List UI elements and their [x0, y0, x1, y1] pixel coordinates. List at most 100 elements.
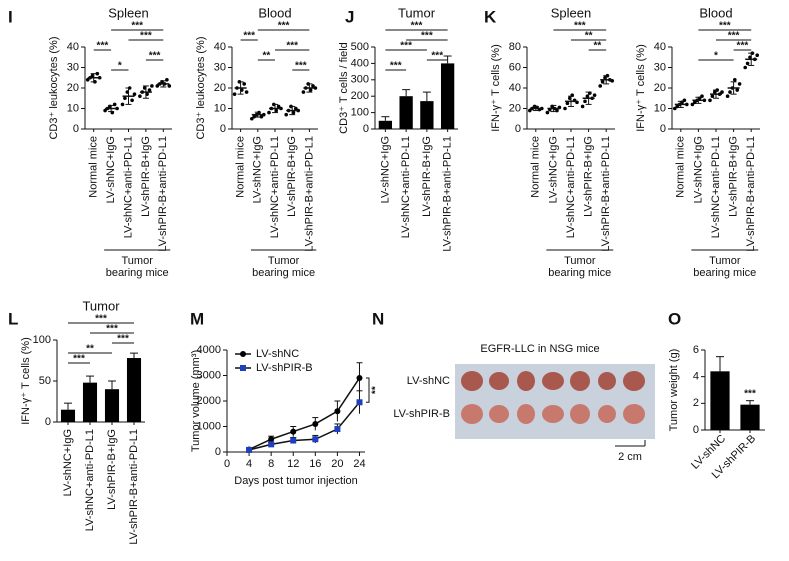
group-label: Tumor: [122, 255, 154, 267]
x-tick-label: 24: [353, 458, 365, 470]
significance-label: ***: [574, 21, 586, 32]
significance-label: ***: [719, 21, 731, 32]
x-tick-label: LV-shPIR-B+IgG: [728, 136, 740, 217]
x-tick-label: 12: [287, 458, 299, 470]
panel-label: J: [345, 7, 354, 26]
bar: [60, 409, 76, 422]
x-tick-label: LV-shPIR-B+anti-PD-L1: [157, 136, 169, 252]
y-tick-label: 0: [215, 446, 221, 458]
group-label: Tumor: [268, 255, 300, 267]
y-tick-label: 0: [515, 123, 521, 135]
y-tick-label: 30: [654, 61, 666, 73]
x-tick-label: LV-shPIR-B+IgG: [106, 429, 118, 510]
bar: [399, 96, 413, 129]
x-axis-label: Days post tumor injection: [234, 475, 358, 487]
y-tick-label: 100: [33, 334, 51, 346]
x-tick-label: LV-shPIR-B+anti-PD-L1: [128, 429, 140, 545]
data-point: [155, 84, 160, 88]
y-tick-label: 0: [220, 123, 226, 135]
group-label: Tumor: [564, 255, 596, 267]
bar: [420, 101, 434, 129]
x-tick-label: Normal mice: [88, 136, 100, 198]
tumor: [489, 405, 509, 423]
tumor: [542, 405, 564, 423]
y-tick-label: 40: [654, 41, 666, 53]
x-tick-label: LV-shNC+IgG: [379, 136, 391, 203]
x-tick-label: LV-shNC+IgG: [692, 136, 704, 203]
significance-label: ***: [149, 51, 161, 62]
x-tick-label: LV-shPIR-B+IgG: [583, 136, 595, 217]
y-tick-label: 300: [351, 74, 369, 86]
y-tick-label: 20: [509, 102, 521, 114]
series-line: [248, 401, 361, 451]
significance-label: ***: [106, 324, 118, 335]
significance-bracket: [366, 377, 370, 403]
x-tick-label: LV-shPIR-B+anti-PD-L1: [745, 136, 757, 252]
data-point: [725, 94, 730, 98]
scale-bar-label: 2 cm: [618, 451, 642, 463]
y-axis-label: CD3⁺ leukocytes (%): [48, 36, 60, 139]
legend-label: LV-shNC: [256, 348, 299, 360]
data-point: [123, 96, 127, 101]
data-point: [290, 437, 297, 444]
y-tick-label: 10: [214, 102, 226, 114]
y-tick-label: 20: [67, 82, 79, 94]
data-point: [95, 71, 100, 76]
data-point: [147, 88, 152, 92]
x-tick-label: 16: [309, 458, 321, 470]
y-tick-label: 4: [693, 371, 699, 383]
chart-title: Spleen: [551, 5, 591, 20]
x-tick-label: LV-shPIR-B+anti-PD-L1: [600, 136, 612, 252]
y-tick-label: 1000: [197, 420, 221, 432]
tumor: [517, 371, 535, 391]
data-point: [708, 98, 712, 103]
data-point: [673, 106, 677, 111]
y-tick-label: 2000: [197, 395, 221, 407]
data-point: [312, 436, 319, 443]
significance-label: ***: [73, 354, 85, 365]
tumor: [517, 404, 535, 424]
tumor: [598, 372, 616, 390]
y-axis-label: Tumor weight (g): [668, 349, 680, 432]
y-tick-label: 0: [73, 123, 79, 135]
data-point: [583, 99, 587, 104]
tumor: [489, 372, 509, 390]
x-tick-label: LV-shPIR-B+IgG: [286, 136, 298, 217]
data-point: [85, 78, 90, 82]
tumor: [598, 405, 616, 423]
data-point: [334, 408, 341, 415]
y-tick-label: 10: [654, 102, 666, 114]
data-point: [284, 112, 289, 117]
tumor: [623, 404, 645, 424]
bar: [82, 382, 98, 422]
x-tick-label: 4: [246, 458, 252, 470]
data-point: [598, 84, 602, 88]
data-point: [103, 108, 107, 113]
bar: [104, 389, 120, 422]
chart-title: Spleen: [108, 5, 148, 20]
bar: [126, 358, 142, 422]
y-tick-label: 40: [67, 41, 79, 53]
y-tick-label: 0: [660, 123, 666, 135]
y-tick-label: 80: [509, 41, 521, 53]
y-tick-label: 100: [351, 107, 369, 119]
chart-title: Blood: [699, 5, 732, 20]
y-tick-label: 2: [693, 397, 699, 409]
data-point: [356, 399, 363, 406]
data-point: [710, 94, 715, 98]
data-point: [301, 90, 306, 94]
x-tick-label: LV-shPIR-B+IgG: [421, 136, 433, 217]
y-tick-label: 3000: [197, 369, 221, 381]
tumor: [570, 371, 590, 391]
data-point: [580, 104, 585, 109]
x-tick-label: LV-shPIR-B+IgG: [140, 136, 152, 217]
panel-label: I: [8, 7, 13, 26]
significance-label: ***: [131, 21, 143, 32]
data-point: [600, 80, 605, 84]
legend-marker: [240, 365, 246, 371]
group-label: bearing mice: [252, 267, 315, 279]
group-label: bearing mice: [106, 267, 169, 279]
data-point: [268, 441, 275, 448]
significance-label: ***: [400, 41, 412, 52]
